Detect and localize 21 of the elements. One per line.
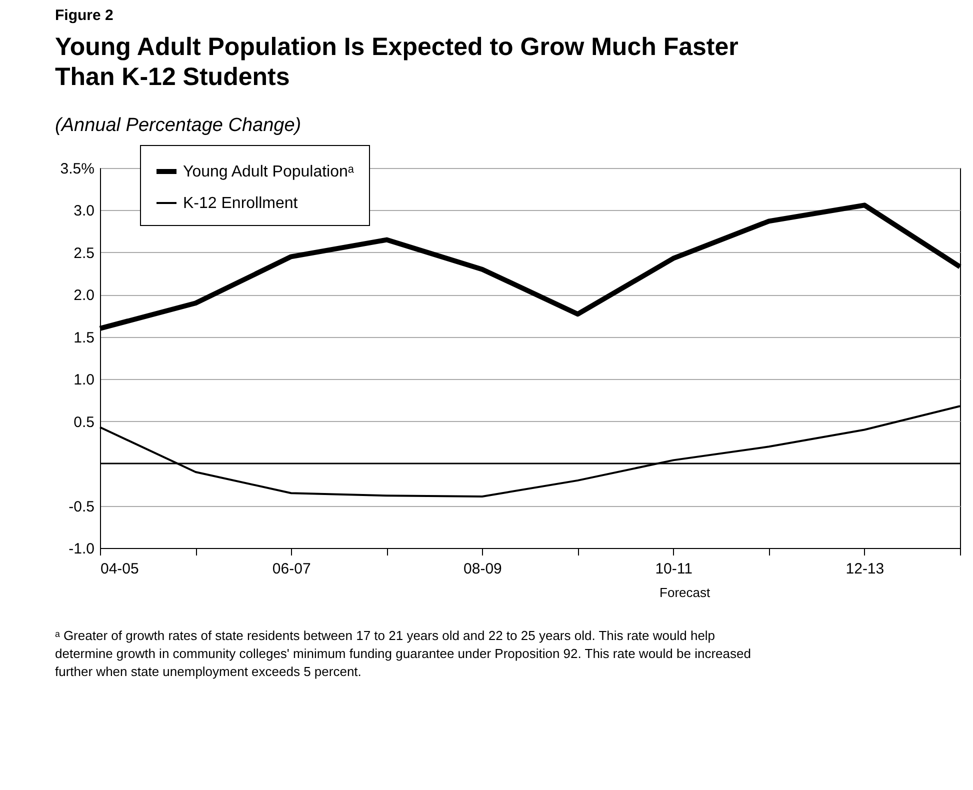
y-tick-label: 1.5 <box>74 329 94 346</box>
y-tick-label: 1.0 <box>74 372 94 389</box>
chart-title: Young Adult Population Is Expected to Grow Much Faster Than K-12 Students <box>55 33 739 91</box>
y-tick-label: 3.0 <box>74 202 94 220</box>
legend-label: K-12 Enrollment <box>183 195 298 212</box>
y-tick-label: -0.5 <box>68 498 94 516</box>
y-tick-label: 3.5% <box>60 160 94 178</box>
y-tick-label: -1.0 <box>68 540 94 558</box>
text: ᵃ Greater of growth rates of state residents between 17 to 21 years old and 22 to 25 years old. This rate would help determine growth in community colleges' minimum funding guarantee under Proposition 92. This rate would be increased further when state unemployment exceeds 5 percent. <box>55 628 751 679</box>
x-tick-label: 10-11 <box>655 560 692 578</box>
text: Forecast <box>660 585 710 600</box>
caption: Figure 2 <box>55 7 114 24</box>
y-tick-label: 2.5 <box>74 244 94 262</box>
x-tick-label: 12-13 <box>846 560 884 578</box>
legend-label: Young Adult Populationᵃ <box>183 164 355 180</box>
y-axis-title: (Annual Percentage Change) <box>55 115 302 136</box>
x-tick-label: 04-05 <box>100 560 139 578</box>
y-tick-label: 0.5 <box>74 414 94 431</box>
y-tick-label: 2.0 <box>74 287 94 304</box>
x-tick-label: 08-09 <box>464 560 502 578</box>
x-tick-label: 06-07 <box>272 560 311 578</box>
